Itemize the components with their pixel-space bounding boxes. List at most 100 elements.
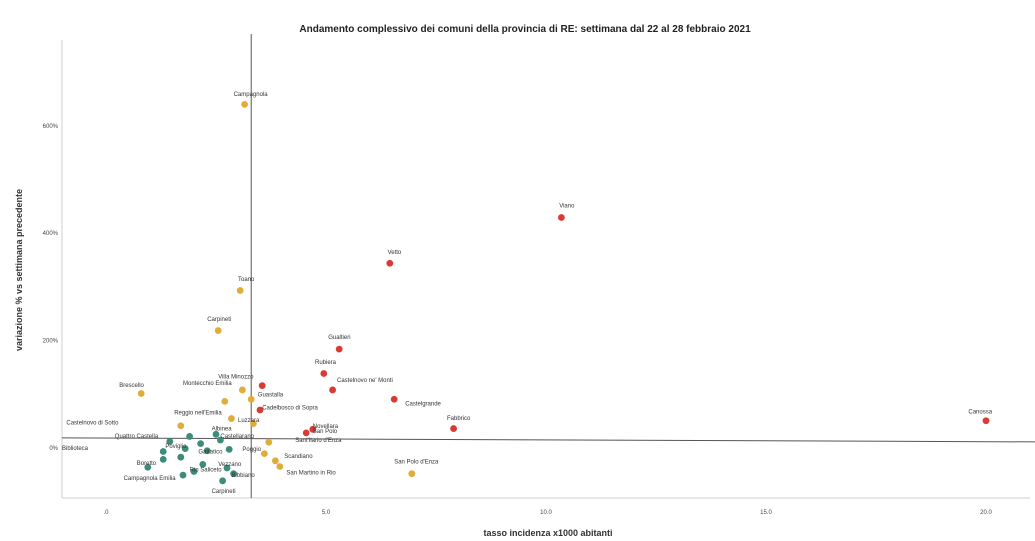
data-point: [214, 327, 222, 334]
data-point: [247, 395, 255, 403]
x-tick-label: .0: [103, 510, 109, 516]
point-label: Scandiano: [284, 454, 313, 460]
data-points: [137, 101, 990, 485]
data-point: [261, 450, 268, 458]
data-point: [221, 397, 229, 405]
data-point: [144, 463, 152, 471]
data-point: [199, 460, 207, 468]
data-point: [219, 477, 227, 485]
data-point: [408, 470, 416, 478]
tick-labels: .0 5.0 10.0 15.0 20.0 0% 200% 400% 600%: [43, 124, 993, 516]
x-tick-label: 10.0: [540, 510, 552, 516]
x-tick-label: 20.0: [980, 510, 992, 516]
chart-title: Andamento complessivo dei comuni della p…: [299, 24, 751, 35]
point-label: Poviglio: [165, 444, 187, 450]
data-point: [256, 406, 264, 414]
point-label: Castelgrande: [405, 402, 441, 408]
point-label: Vezzano: [218, 462, 242, 468]
point-label: Sant'Ilario d'Enza: [295, 438, 342, 444]
point-label: Campagnola Emilia: [124, 476, 177, 482]
point-label: Carpineti: [212, 489, 236, 495]
point-label: Castelnovo di Sotto: [66, 420, 119, 426]
data-point: [212, 430, 220, 438]
data-point: [265, 438, 273, 446]
data-point: [386, 259, 394, 267]
data-point: [276, 463, 284, 470]
point-label: Carpineti: [207, 317, 231, 323]
point-labels: Campagnola Viano Vetto Toano Carpineti Gualti…: [62, 92, 993, 495]
data-point: [309, 425, 317, 433]
point-label: Villa Minozzo: [218, 374, 254, 380]
point-label: Castelnovo ne' Monti: [337, 378, 393, 384]
point-label: Luzzara: [238, 418, 260, 424]
data-point: [159, 448, 167, 455]
y-tick-label: 0%: [49, 446, 58, 452]
axes: [61, 34, 1035, 499]
data-point: [223, 464, 231, 472]
data-point: [335, 345, 343, 353]
y-tick-label: 400%: [43, 231, 59, 237]
data-point: [159, 455, 167, 463]
point-label: Vetto: [388, 250, 402, 256]
point-label: Bibbiano: [231, 473, 255, 479]
data-point: [225, 445, 233, 453]
point-label: Rio Saliceto: [190, 468, 223, 474]
data-point: [329, 386, 336, 394]
horizontal-reference-line: [61, 437, 1035, 443]
data-point: [137, 390, 145, 397]
data-point: [190, 468, 198, 475]
point-label: Viano: [559, 203, 575, 209]
data-point: [181, 445, 189, 453]
x-tick-label: 15.0: [760, 510, 772, 516]
point-label: Gattatico: [198, 450, 223, 456]
point-label: Rubiera: [315, 360, 337, 366]
point-label: Cadelbosco di Sopra: [262, 405, 318, 411]
data-point: [230, 470, 238, 478]
point-label: Albinea: [212, 427, 233, 433]
point-label: Boretto: [137, 461, 157, 467]
data-point: [217, 436, 224, 444]
data-point: [450, 425, 457, 432]
point-label: Poggio: [242, 447, 261, 453]
point-label: Brescello: [119, 383, 144, 389]
point-label: Canossa: [968, 410, 992, 416]
data-point: [982, 417, 990, 425]
x-tick-label: 5.0: [322, 510, 331, 516]
point-label: Toano: [238, 277, 255, 283]
data-point: [250, 420, 257, 427]
y-tick-label: 200%: [43, 339, 59, 345]
point-label: Guastalla: [258, 392, 284, 398]
y-axis-label: variazione % vs settimana precedente: [14, 189, 24, 351]
y-tick-label: 600%: [43, 124, 59, 130]
point-label: Quattro Castella: [115, 434, 159, 440]
data-point: [186, 433, 194, 440]
point-label: San Polo: [313, 429, 338, 435]
data-point: [258, 382, 266, 390]
data-point: [241, 101, 249, 108]
point-label: Novellara: [313, 424, 339, 430]
point-label: Gualtieri: [328, 335, 350, 341]
data-point: [320, 370, 328, 377]
data-point: [236, 287, 244, 294]
point-label: Fabbrico: [447, 416, 471, 422]
data-point: [197, 440, 205, 448]
point-label: San Polo d'Enza: [394, 460, 439, 466]
data-point: [228, 415, 235, 422]
data-point: [177, 453, 185, 461]
point-label: Montecchio Emilia: [183, 381, 232, 387]
point-label: Campagnola: [234, 92, 269, 98]
data-point: [390, 395, 398, 403]
data-point: [177, 422, 185, 430]
data-point: [166, 438, 174, 445]
data-point: [558, 214, 565, 221]
data-point: [239, 386, 246, 394]
point-label: San Martino in Rio: [286, 470, 336, 476]
point-label: Biblioteca: [62, 446, 89, 452]
point-label: Castellarano: [220, 434, 254, 440]
data-point: [179, 471, 187, 479]
x-axis-label: tasso incidenza x1000 abitanti: [483, 528, 612, 538]
data-point: [203, 447, 211, 455]
point-label: Reggio nell'Emilia: [174, 410, 222, 416]
data-point: [302, 429, 310, 437]
